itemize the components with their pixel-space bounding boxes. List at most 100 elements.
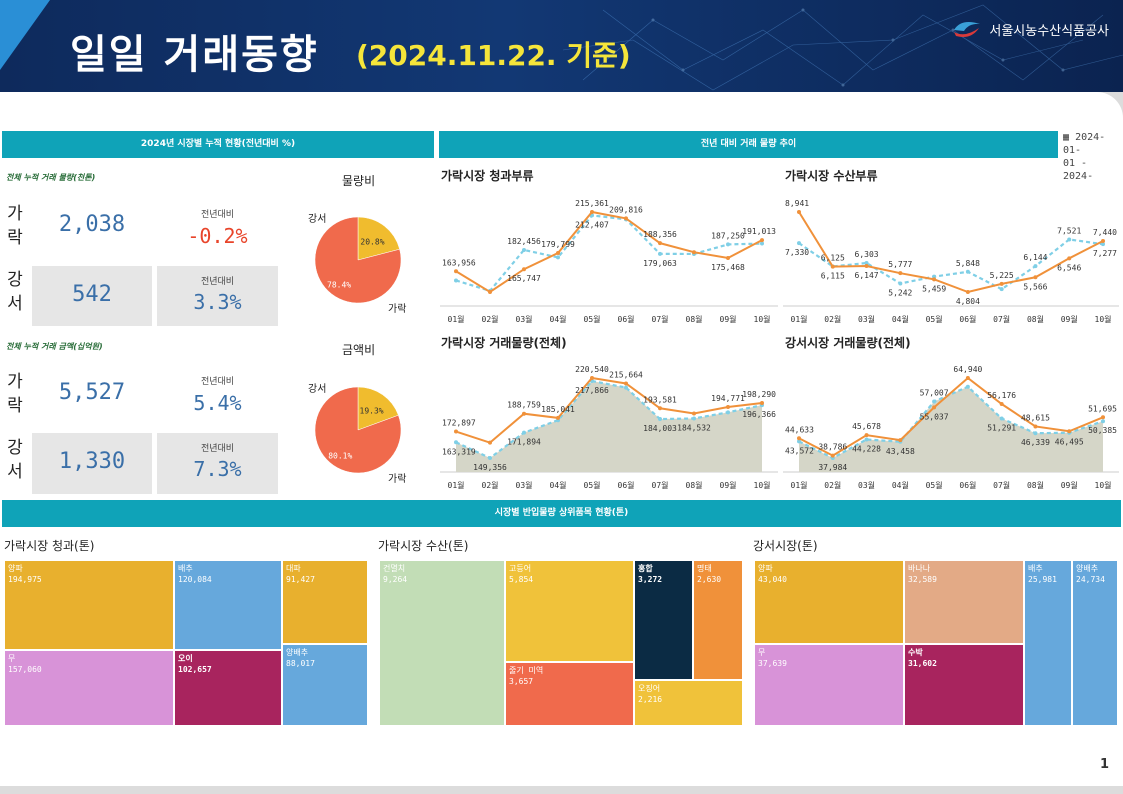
data-label: 187,250: [711, 231, 745, 240]
data-label: 149,356: [473, 463, 507, 472]
data-label: 196,366: [742, 410, 776, 419]
pie-value-label: 20.8%: [360, 237, 384, 246]
treemap-tile: 고등어 5,854: [505, 560, 634, 662]
series-point-current: [590, 210, 594, 214]
data-label: 193,581: [643, 395, 677, 404]
data-label: 184,532: [677, 423, 711, 432]
series-point-prev: [864, 437, 869, 442]
series-point-prev: [999, 287, 1004, 292]
x-tick-label: 01월: [448, 314, 465, 324]
x-tick-label: 05월: [926, 314, 943, 324]
x-tick-label: 05월: [926, 480, 943, 490]
market-label-garak: 가 락: [7, 372, 23, 416]
series-point-current: [556, 251, 560, 256]
series-point-current: [488, 290, 492, 294]
series-point-prev: [965, 269, 970, 274]
date-range-filter[interactable]: ▦ 2024-01- 01 - 2024-: [1063, 131, 1121, 183]
x-tick-label: 01월: [448, 480, 465, 490]
network-pattern: [563, 4, 1123, 91]
section-bar-trend: 전년 대비 거래 물량 추이: [439, 131, 1058, 158]
x-tick-label: 07월: [993, 480, 1010, 490]
data-label: 7,440: [1093, 228, 1117, 237]
page-title: 일일 거래동향: [70, 32, 319, 78]
data-label: 46,495: [1055, 438, 1084, 447]
amount-value-gangseo: 1,330: [58, 449, 126, 474]
treemap-tile-value: 9,264: [383, 575, 408, 584]
data-label: 172,897: [442, 419, 476, 428]
x-tick-label: 10월: [754, 314, 771, 324]
treemap-tile: 줄기 미역 3,657: [505, 662, 634, 726]
amount-cell-gangseo: [32, 433, 152, 494]
treemap-tile-value: 88,017: [286, 659, 315, 668]
series-point-current: [797, 436, 801, 441]
data-label: 5,777: [888, 260, 912, 269]
data-label: 5,459: [922, 284, 946, 293]
series-point-current: [590, 376, 594, 380]
data-label: 57,007: [920, 389, 949, 398]
data-label: 6,303: [855, 250, 879, 259]
org-brand: 서울시농수산식품공사: [951, 18, 1109, 40]
series-point-current: [932, 405, 937, 410]
series-point-current: [760, 401, 764, 406]
chart-title-gangseo-total: 강서시장 거래물량(전체): [785, 336, 911, 350]
series-point-current: [692, 411, 696, 416]
treemap-tile: 홍합 3,272: [634, 560, 693, 680]
treemap-tile-value: 24,734: [1076, 575, 1105, 584]
treemap-tile-value: 43,040: [758, 575, 787, 584]
x-tick-label: 08월: [686, 480, 703, 490]
pie-value-label: 78.4%: [327, 280, 351, 289]
series-point-current: [454, 429, 458, 434]
treemap-tile-name: 수박: [908, 648, 923, 657]
treemap-tile-value: 2,630: [697, 575, 722, 584]
volume-yoy-cell-gangseo: [157, 266, 278, 326]
series-point-prev: [1033, 431, 1038, 436]
data-label: 194,771: [711, 394, 745, 403]
series-point-prev: [658, 417, 662, 422]
x-tick-label: 09월: [1061, 314, 1078, 324]
data-label: 44,228: [852, 444, 881, 453]
data-label: 220,540: [575, 365, 609, 374]
treemap-tile: 배추 120,084: [174, 560, 282, 650]
x-tick-label: 10월: [1095, 314, 1112, 324]
data-label: 6,115: [821, 272, 845, 281]
x-tick-label: 01월: [791, 314, 808, 324]
x-tick-label: 08월: [1027, 480, 1044, 490]
data-label: 217,866: [575, 386, 609, 395]
series-point-prev: [1067, 237, 1072, 242]
data-label: 8,941: [785, 199, 809, 208]
treemap-tile: 무 157,060: [4, 650, 174, 726]
treemap-tile: 바나나 32,589: [904, 560, 1024, 644]
data-label: 163,956: [442, 258, 476, 267]
x-tick-label: 02월: [824, 314, 841, 324]
area-fill: [799, 386, 1103, 472]
treemap-tile-value: 120,084: [178, 575, 212, 584]
series-point-current: [1067, 429, 1072, 434]
data-label: 48,615: [1021, 413, 1050, 422]
amount-yoy-gangseo: 7.3%: [193, 457, 242, 481]
data-label: 45,678: [852, 422, 881, 431]
treemap-tile: 수박 31,602: [904, 644, 1024, 726]
data-label: 64,940: [953, 365, 982, 374]
treemap-tile-name: 오징어: [638, 684, 661, 693]
volume-yoy-garak: -0.2%: [187, 224, 248, 248]
pie-market-label: 가락: [388, 473, 406, 485]
data-label: 7,330: [785, 248, 809, 257]
data-label: 179,799: [541, 240, 575, 249]
series-point-prev: [692, 416, 696, 421]
treemap-tile-value: 91,427: [286, 575, 315, 584]
x-tick-label: 05월: [584, 314, 601, 324]
series-point-current: [556, 415, 560, 420]
series-point-prev: [932, 399, 937, 404]
series-line-current: [798, 211, 1104, 294]
x-tick-label: 03월: [516, 314, 533, 324]
x-tick-label: 04월: [892, 480, 909, 490]
org-logo-icon: [954, 22, 981, 37]
treemap-tile: 양파 194,975: [4, 560, 174, 650]
series-point-current: [454, 269, 458, 274]
treemap-tile-name: 오이: [178, 654, 193, 663]
treemap-tile: 무 37,639: [754, 644, 904, 726]
treemap-tile-value: 5,854: [509, 575, 534, 584]
data-label: 185,041: [541, 405, 575, 414]
